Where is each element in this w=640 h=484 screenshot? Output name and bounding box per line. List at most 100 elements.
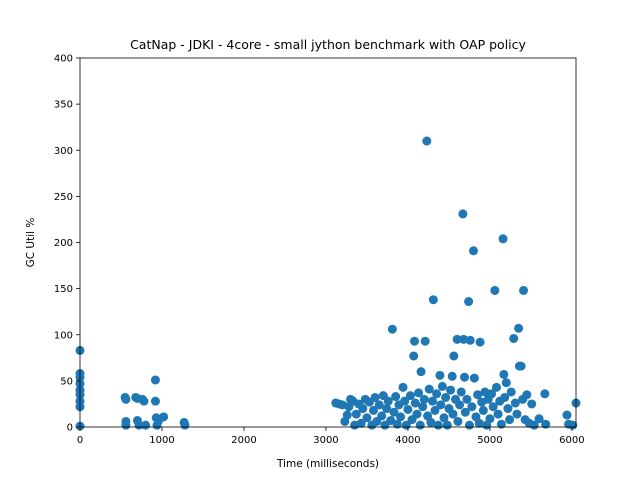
data-point [490,285,500,295]
data-point [474,418,484,428]
data-point [448,409,458,419]
data-point [414,388,424,398]
y-tick-label: 150 [54,284,73,295]
data-point [464,297,474,307]
data-point [487,389,497,399]
x-tick-label: 3000 [313,435,338,446]
x-tick-label: 0 [77,435,83,446]
data-point [509,333,519,343]
data-point [496,419,506,429]
data-point [342,410,352,420]
y-tick-label: 350 [54,100,73,111]
y-tick-label: 0 [67,423,73,434]
data-point [459,334,469,344]
data-point [387,324,397,334]
data-points [75,136,581,431]
data-point [403,404,413,414]
data-point [405,391,415,401]
chart-title: CatNap - JDKI - 4core - small jython ben… [130,37,526,52]
data-point [410,398,420,408]
data-point [436,400,446,410]
data-point [432,389,442,399]
data-point [437,381,447,391]
y-tick-label: 100 [54,330,73,341]
data-point [430,405,440,415]
data-point [439,413,449,423]
data-point [415,420,425,430]
data-point [493,409,503,419]
data-point [512,409,522,419]
y-tick-label: 50 [60,376,73,387]
data-point [519,285,529,295]
data-point [460,372,469,382]
x-axis-label: Time (milliseconds) [276,458,379,470]
data-point [498,234,508,244]
x-tick-label: 1000 [149,435,174,446]
data-point [398,382,408,392]
data-point [473,390,483,400]
data-point [428,396,438,406]
data-point [447,371,457,381]
data-point [500,392,510,402]
data-point [383,396,393,406]
data-point [455,400,465,410]
data-point [356,418,366,428]
data-point [534,414,544,424]
data-point [514,323,524,333]
data-point [469,246,479,256]
data-point [462,394,472,404]
data-point [453,416,463,426]
data-point [159,412,169,422]
data-point [527,399,537,409]
data-point [541,419,551,429]
data-point [485,414,495,424]
data-point [478,405,488,415]
data-point [452,334,462,344]
data-point [141,420,151,430]
data-point [426,417,436,427]
x-axis-ticks: 0 1000 2000 3000 4000 5000 6000 [77,427,585,446]
data-point [362,413,372,423]
data-point [503,404,513,414]
data-point [400,396,410,406]
data-point [391,392,401,402]
data-point [449,351,459,361]
data-point [420,336,430,346]
data-point [418,402,428,412]
data-point [467,402,477,412]
data-point [386,416,396,426]
data-point [121,420,131,430]
data-point [150,396,160,406]
data-point [458,209,468,219]
data-point [358,404,368,414]
data-point [389,407,399,417]
y-tick-label: 300 [54,146,73,157]
data-point [392,419,402,429]
data-point [180,420,190,430]
data-point [370,392,380,402]
data-point [433,420,443,430]
data-point [506,387,516,397]
data-point [464,420,474,430]
data-point [435,370,445,380]
data-point [139,396,149,406]
data-point [460,407,470,417]
data-point [382,404,392,414]
y-tick-label: 400 [54,54,73,65]
data-point [412,409,422,419]
data-point [374,400,384,410]
data-point [428,295,438,305]
data-point [499,369,509,379]
y-axis-label: GC Util % [25,218,37,268]
data-point [446,385,456,395]
data-point [475,337,485,347]
data-point [516,361,526,371]
x-tick-label: 2000 [231,435,256,446]
data-point [510,398,520,408]
y-axis-ticks: 0 50 100 150 200 250 300 350 400 [54,54,80,434]
data-point [422,136,432,146]
data-point [540,389,550,399]
data-point [505,415,515,425]
data-point [419,394,429,404]
data-point [465,335,475,345]
